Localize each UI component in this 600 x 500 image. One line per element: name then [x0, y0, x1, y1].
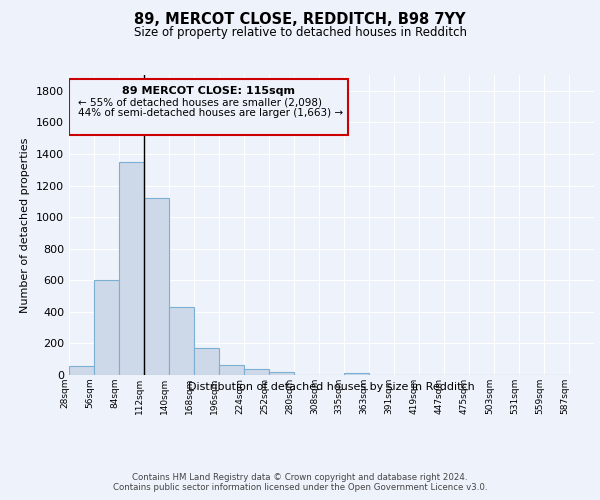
Bar — [244, 368, 269, 375]
Text: ← 55% of detached houses are smaller (2,098): ← 55% of detached houses are smaller (2,… — [78, 97, 322, 107]
Bar — [94, 280, 119, 375]
Bar — [69, 366, 94, 375]
Bar — [144, 198, 169, 375]
Bar — [194, 348, 219, 375]
Bar — [269, 372, 295, 375]
Y-axis label: Number of detached properties: Number of detached properties — [20, 138, 31, 312]
Bar — [119, 162, 144, 375]
Text: 89 MERCOT CLOSE: 115sqm: 89 MERCOT CLOSE: 115sqm — [122, 86, 295, 96]
FancyBboxPatch shape — [69, 79, 348, 135]
Text: Distribution of detached houses by size in Redditch: Distribution of detached houses by size … — [188, 382, 475, 392]
Text: 89, MERCOT CLOSE, REDDITCH, B98 7YY: 89, MERCOT CLOSE, REDDITCH, B98 7YY — [134, 12, 466, 28]
Text: Contains HM Land Registry data © Crown copyright and database right 2024.
Contai: Contains HM Land Registry data © Crown c… — [113, 472, 487, 492]
Bar — [219, 364, 244, 375]
Text: 44% of semi-detached houses are larger (1,663) →: 44% of semi-detached houses are larger (… — [78, 108, 343, 118]
Bar — [344, 372, 368, 375]
Text: Size of property relative to detached houses in Redditch: Size of property relative to detached ho… — [133, 26, 467, 39]
Bar — [169, 307, 194, 375]
